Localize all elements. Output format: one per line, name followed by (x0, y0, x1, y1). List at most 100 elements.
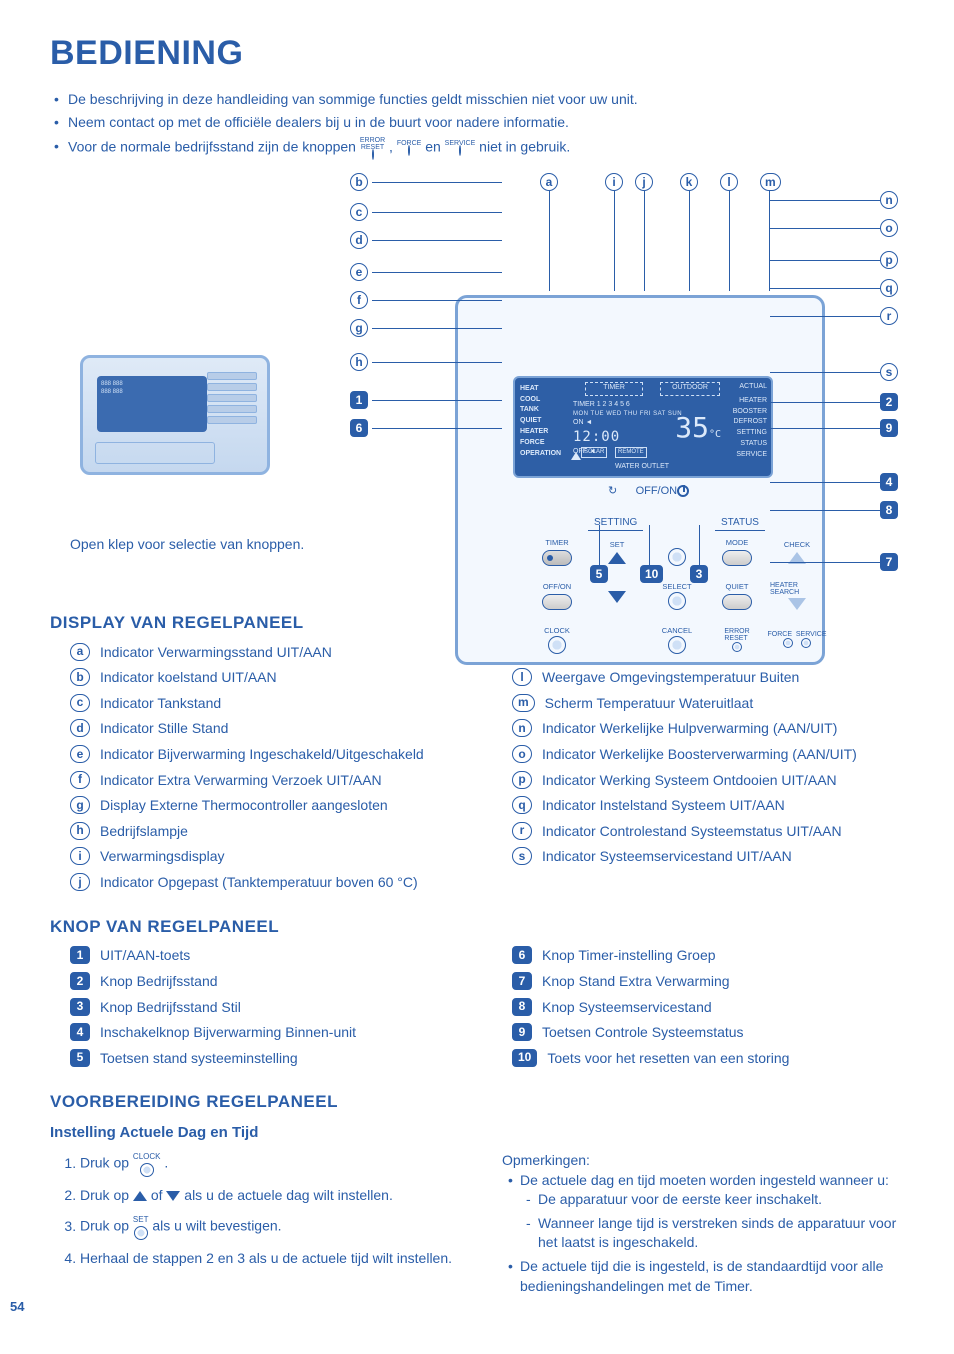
temp-big: 35 (675, 411, 709, 444)
legend-item-g: gDisplay Externe Thermocontroller aanges… (70, 796, 472, 816)
check-up-button[interactable]: CHECK (770, 532, 824, 572)
legend-marker: i (70, 847, 90, 865)
offon-row: ↻ OFF/ON (608, 484, 689, 499)
diagram-marker-c: c (350, 203, 368, 221)
device-illustration: HEATCOOLTANKQUIETHEATERFORCEOPERATION TI… (455, 295, 825, 665)
legend-item-3: 3 Knop Bedrijfsstand Stil (70, 998, 472, 1018)
prep-step-4: Herhaal de stappen 2 en 3 als u de actue… (80, 1248, 462, 1269)
legend-text: Display Externe Thermocontroller aangesl… (100, 796, 388, 816)
sep2: en (425, 138, 441, 154)
diagram-marker-q: q (880, 279, 898, 297)
diagram-marker-p: p (880, 251, 898, 269)
legend-item-f: fIndicator Extra Verwarming Verzoek UIT/… (70, 771, 472, 791)
legend-text: Knop Timer-instelling Groep (542, 946, 716, 966)
diagram-marker-7: 7 (880, 553, 898, 571)
legend-text: Knop Bedrijfsstand (100, 972, 218, 992)
mini-screen: 888 888888 888 (97, 376, 207, 432)
diagram-marker-f: f (350, 291, 368, 309)
legend-text: Indicator Bijverwarming Ingeschakeld/Uit… (100, 745, 424, 765)
legend-text: Indicator Werking Systeem Ontdooien UIT/… (542, 771, 837, 791)
legend-marker: 3 (70, 998, 90, 1016)
setting-section-label: SETTING (588, 516, 643, 531)
unused-suffix: niet in gebruik. (479, 138, 570, 154)
legend-marker: q (512, 796, 532, 814)
legend-item-8: 8 Knop Systeemservicestand (512, 998, 914, 1018)
clock-button[interactable]: CLOCK (530, 620, 584, 660)
legend-item-d: dIndicator Stille Stand (70, 719, 472, 739)
page-number: 54 (10, 1298, 24, 1316)
diagram-marker-s: s (880, 363, 898, 381)
legend-text: Knop Stand Extra Verwarming (542, 972, 730, 992)
clock-icon: CLOCK (133, 1151, 161, 1177)
diagram-marker-6: 6 (350, 419, 368, 437)
offon-button[interactable]: OFF/ON (530, 576, 584, 616)
diagram-marker-r: r (880, 307, 898, 325)
legend-item-4: 4Inschakelknop Bijverwarming Binnen-unit (70, 1023, 472, 1043)
diagram-marker-1: 1 (350, 391, 368, 409)
legend-item-1: 1UIT/AAN-toets (70, 946, 472, 966)
diagram-marker-o: o (880, 219, 898, 237)
prep-step-2: Druk op of als u de actuele dag wilt ins… (80, 1185, 462, 1206)
prep-step-3: Druk op SET als u wilt bevestigen. (80, 1214, 462, 1240)
legend-item-6: 6Knop Timer-instelling Groep (512, 946, 914, 966)
legend-text: Indicator Instelstand Systeem UIT/AAN (542, 796, 785, 816)
diagram-marker-l: l (720, 173, 738, 191)
intro-3: Voor de normale bedrijfsstand zijn de kn… (68, 137, 914, 159)
set-icon: SET (133, 1214, 149, 1240)
heater-search-button[interactable]: HEATER SEARCH (770, 576, 824, 616)
force-service-button[interactable]: FORCE SERVICE (770, 620, 824, 660)
legend-text: Inschakelknop Bijverwarming Binnen-unit (100, 1023, 356, 1043)
error-reset-icon: ERROR RESET (360, 137, 385, 159)
mini-flap (95, 442, 215, 464)
notes-list: De actuele dag en tijd moeten worden ing… (520, 1171, 914, 1297)
legend-marker: o (512, 745, 532, 763)
legend-item-s: sIndicator Systeemservicestand UIT/AAN (512, 847, 914, 867)
unused-prefix: Voor de normale bedrijfsstand zijn de kn… (68, 138, 356, 154)
legend-text: Knop Bedrijfsstand Stil (100, 998, 241, 1018)
page-title: BEDIENING (50, 30, 914, 78)
legend-marker: 8 (512, 998, 532, 1016)
diagram-marker-3: 3 (690, 565, 708, 583)
legend-marker: e (70, 745, 90, 763)
legend-text: Indicator Opgepast (Tanktemperatuur bove… (100, 873, 418, 893)
timer-button[interactable]: TIMER (530, 532, 584, 572)
mini-btns (207, 372, 257, 424)
legend-item-i: iVerwarmingsdisplay (70, 847, 472, 867)
legend-item-a: aIndicator Verwarmingsstand UIT/AAN (70, 643, 472, 663)
legend-item-r: rIndicator Controlestand Systeemstatus U… (512, 822, 914, 842)
legend-item-o: oIndicator Werkelijke Boosterverwarming … (512, 745, 914, 765)
legend-marker: d (70, 719, 90, 737)
legend-text: Bedrijfslampje (100, 822, 188, 842)
diagram-marker-g: g (350, 319, 368, 337)
solar-lbl: SOLAR (581, 447, 607, 457)
remote-lbl: REMOTE (615, 447, 647, 457)
intro-1: De beschrijving in deze handleiding van … (68, 90, 914, 110)
error-reset-button[interactable]: ERRORRESET (710, 620, 764, 660)
mode-button[interactable]: MODE (710, 532, 764, 572)
legend-marker: a (70, 643, 90, 661)
legend-marker: j (70, 873, 90, 891)
diagram-marker-b: b (350, 173, 368, 191)
legend-marker: r (512, 822, 532, 840)
quiet-button[interactable]: QUIET (710, 576, 764, 616)
legend-item-10: 10Toets voor het resetten van een storin… (512, 1049, 914, 1069)
water-outlet-lbl: WATER OUTLET (615, 462, 669, 472)
note-1b: Wanneer lange tijd is verstreken sinds d… (538, 1214, 914, 1253)
legend-item-e: e Indicator Bijverwarming Ingeschakeld/Ui… (70, 745, 472, 765)
diagram-marker-8: 8 (880, 501, 898, 519)
legend-marker: l (512, 668, 532, 686)
legend-text: Toetsen Controle Systeemstatus (542, 1023, 744, 1043)
diagram-marker-9: 9 (880, 419, 898, 437)
legend-text: UIT/AAN-toets (100, 946, 190, 966)
sep1: , (389, 138, 393, 154)
diagram-marker-j: j (635, 173, 653, 191)
legend-item-p: pIndicator Werking Systeem Ontdooien UIT… (512, 771, 914, 791)
legend-text: Toetsen stand systeeminstelling (100, 1049, 298, 1069)
timer-box: TIMER (585, 382, 643, 396)
note-1a: De apparatuur voor de eerste keer inscha… (538, 1190, 914, 1210)
cancel-button[interactable]: CANCEL (650, 620, 704, 660)
legend-marker: 7 (512, 972, 532, 990)
legend-text: Knop Systeemservicestand (542, 998, 712, 1018)
on-lbl: ON (573, 419, 584, 426)
diagram-marker-4: 4 (880, 473, 898, 491)
